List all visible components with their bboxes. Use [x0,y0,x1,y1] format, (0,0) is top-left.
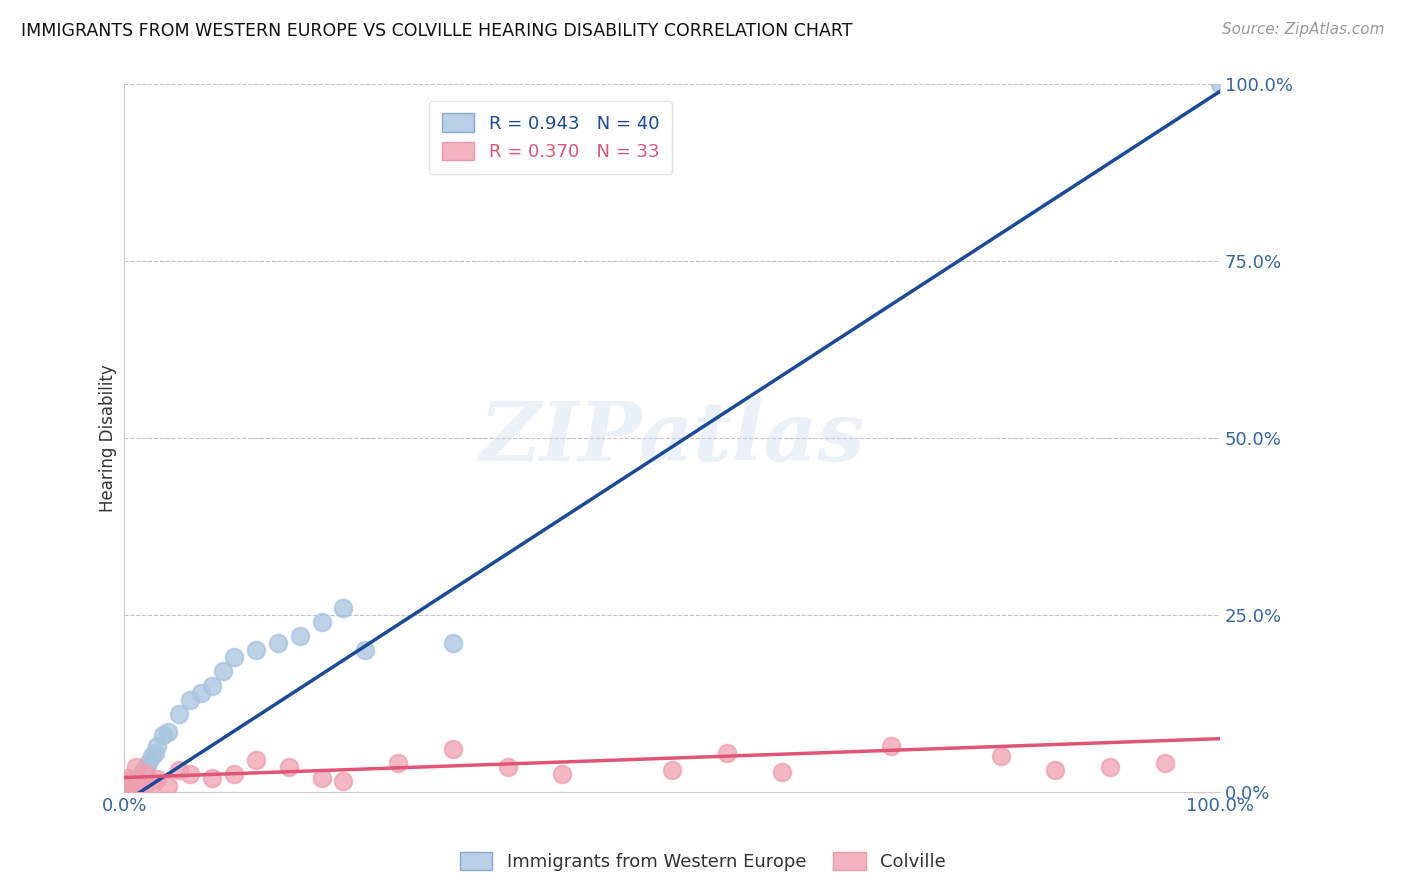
Point [990,749,1012,764]
Point [190,686,212,700]
Point [114,774,136,789]
Point [770,764,793,779]
Point [138,756,160,771]
Point [387,756,409,771]
Point [117,781,139,796]
Point [146,772,169,786]
Point [146,739,169,753]
Point [115,782,138,797]
Point [179,692,201,706]
Text: IMMIGRANTS FROM WESTERN EUROPE VS COLVILLE HEARING DISABILITY CORRELATION CHART: IMMIGRANTS FROM WESTERN EUROPE VS COLVIL… [21,22,852,40]
Point [118,780,141,795]
Point [167,706,190,721]
Point [135,760,157,774]
Point [311,771,333,785]
Point [332,600,354,615]
Point [129,774,152,789]
Point [245,643,267,657]
Point [716,746,738,760]
Y-axis label: Hearing Disability: Hearing Disability [100,364,117,512]
Point [1154,756,1177,771]
Point [222,767,245,781]
Point [201,679,224,693]
Point [131,767,153,781]
Point [179,767,201,781]
Point [496,760,519,774]
Point [132,764,155,778]
Point [551,767,574,781]
Point [354,643,377,657]
Point [212,665,235,679]
Point [128,774,150,789]
Point [128,772,150,786]
Point [1045,764,1067,778]
Point [127,779,149,793]
Point [1099,760,1122,774]
Point [125,774,148,789]
Point [880,739,903,753]
Point [132,781,155,796]
Point [157,724,180,739]
Point [441,742,464,756]
Text: ZIPatlas: ZIPatlas [479,398,865,478]
Point [124,776,146,790]
Point [121,778,143,792]
Point [222,650,245,665]
Point [152,728,174,742]
Point [122,780,145,794]
Legend: R = 0.943   N = 40, R = 0.370   N = 33: R = 0.943 N = 40, R = 0.370 N = 33 [429,101,672,174]
Point [122,779,145,793]
Point [245,753,267,767]
Point [277,760,299,774]
Point [120,779,142,793]
Point [311,615,333,629]
Point [332,774,354,789]
Point [167,764,190,778]
Point [201,771,224,785]
Point [661,764,683,778]
Text: Source: ZipAtlas.com: Source: ZipAtlas.com [1222,22,1385,37]
Point [134,764,156,779]
Point [114,783,136,797]
Point [135,767,157,781]
Point [143,746,166,760]
Point [128,771,150,785]
Point [1209,78,1232,92]
Point [118,781,141,796]
Point [141,778,163,792]
Point [122,778,145,792]
Point [157,779,180,793]
Point [118,781,141,796]
Point [141,749,163,764]
Point [117,771,139,785]
Point [441,636,464,650]
Point [125,760,148,774]
Point [267,636,290,650]
Point [121,781,143,796]
Point [132,771,155,785]
Point [129,776,152,790]
Point [288,629,311,643]
Legend: Immigrants from Western Europe, Colville: Immigrants from Western Europe, Colville [453,845,953,879]
